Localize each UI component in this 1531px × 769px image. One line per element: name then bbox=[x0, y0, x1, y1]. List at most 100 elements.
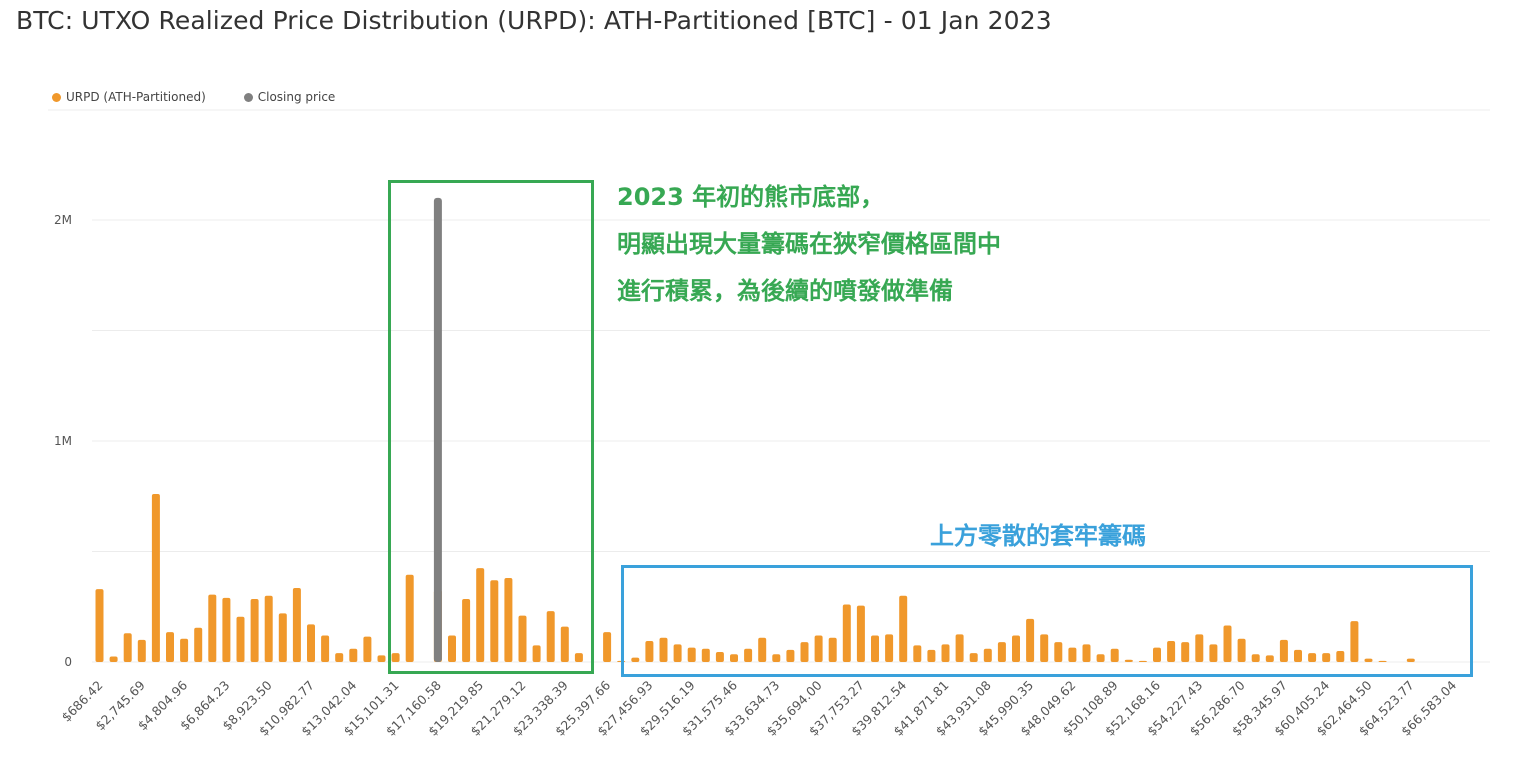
urpd-bar bbox=[448, 635, 456, 662]
y-tick-label: 1M bbox=[54, 434, 72, 448]
urpd-bar bbox=[715, 652, 724, 662]
urpd-bar bbox=[476, 568, 485, 662]
urpd-bar bbox=[687, 647, 696, 662]
legend-dot-urpd-icon bbox=[52, 92, 61, 102]
urpd-bar bbox=[349, 648, 358, 662]
urpd-bar bbox=[772, 654, 781, 662]
legend-label-urpd: URPD (ATH-Partitioned) bbox=[66, 90, 206, 104]
urpd-bar bbox=[913, 645, 922, 662]
urpd-bar bbox=[278, 613, 287, 662]
green-annotation: 2023 年初的熊市底部， 明顯出現大量籌碼在狹窄價格區間中 進行積累，為後續的… bbox=[617, 174, 1001, 315]
urpd-bar bbox=[504, 578, 513, 662]
urpd-bar bbox=[603, 632, 612, 662]
urpd-bar bbox=[1322, 653, 1331, 662]
green-annotation-line-2: 明顯出現大量籌碼在狹窄價格區間中 bbox=[617, 230, 1001, 258]
green-annotation-line-1: 2023 年初的熊市底部， bbox=[617, 183, 885, 211]
urpd-bar bbox=[292, 587, 301, 662]
urpd-bar bbox=[321, 635, 330, 662]
green-highlight-box bbox=[388, 180, 594, 674]
urpd-bar bbox=[1040, 634, 1049, 662]
green-annotation-line-3: 進行積累，為後續的噴發做準備 bbox=[617, 277, 953, 305]
urpd-bar bbox=[377, 655, 386, 662]
urpd-bar bbox=[1124, 659, 1133, 662]
urpd-bar bbox=[250, 599, 259, 662]
urpd-bar bbox=[1209, 644, 1218, 662]
urpd-bar bbox=[1294, 649, 1302, 662]
urpd-bar bbox=[546, 611, 555, 662]
urpd-bar bbox=[1181, 642, 1190, 662]
blue-annotation: 上方零散的套牢籌碼 bbox=[930, 522, 1146, 550]
urpd-bar bbox=[645, 641, 654, 662]
urpd-bar bbox=[1237, 638, 1246, 662]
urpd-bar bbox=[871, 635, 879, 662]
urpd-bar bbox=[335, 653, 344, 662]
urpd-bar bbox=[518, 615, 527, 662]
urpd-bar bbox=[997, 642, 1006, 662]
urpd-bar bbox=[264, 595, 273, 662]
urpd-bar bbox=[1096, 654, 1105, 662]
urpd-bar bbox=[814, 635, 823, 662]
urpd-bar bbox=[123, 633, 132, 662]
urpd-bar bbox=[1167, 641, 1176, 662]
urpd-bar bbox=[109, 656, 118, 662]
y-tick-label: 0 bbox=[64, 655, 72, 669]
urpd-bar bbox=[194, 627, 203, 662]
urpd-bar bbox=[1406, 658, 1415, 662]
urpd-bar bbox=[1110, 648, 1119, 662]
urpd-bar bbox=[391, 653, 400, 662]
urpd-bar bbox=[1054, 642, 1063, 662]
urpd-bar bbox=[405, 574, 414, 662]
urpd-bar bbox=[1082, 644, 1091, 662]
urpd-bar bbox=[236, 616, 245, 662]
urpd-bar bbox=[1265, 655, 1274, 662]
legend-dot-closing-icon bbox=[243, 92, 253, 102]
urpd-bar bbox=[842, 604, 851, 662]
closing-price-bar bbox=[433, 197, 442, 662]
urpd-bar bbox=[574, 653, 583, 662]
urpd-bar bbox=[701, 648, 710, 662]
urpd-bar bbox=[631, 657, 640, 662]
chart-legend: URPD (ATH-Partitioned) Closing price bbox=[52, 90, 373, 104]
urpd-bar bbox=[1308, 653, 1317, 662]
urpd-bar bbox=[462, 599, 471, 662]
urpd-bar bbox=[307, 624, 315, 662]
y-tick-label: 2M bbox=[54, 213, 72, 227]
urpd-bar bbox=[758, 637, 767, 662]
urpd-bar bbox=[363, 636, 372, 662]
urpd-bar bbox=[95, 589, 104, 662]
urpd-bar bbox=[899, 595, 908, 662]
urpd-bar bbox=[1223, 625, 1232, 662]
legend-item-closing-price[interactable]: Closing price bbox=[243, 90, 335, 104]
urpd-bar bbox=[969, 653, 978, 662]
urpd-bar bbox=[166, 632, 174, 662]
urpd-bar bbox=[885, 634, 894, 662]
urpd-bar bbox=[222, 597, 231, 662]
urpd-bar bbox=[941, 644, 950, 662]
urpd-bar bbox=[983, 648, 992, 662]
blue-highlight-box bbox=[621, 565, 1473, 677]
urpd-bar bbox=[1279, 639, 1288, 662]
urpd-bar bbox=[1251, 654, 1260, 662]
urpd-bar bbox=[744, 648, 753, 662]
urpd-bar bbox=[786, 649, 795, 662]
urpd-bar bbox=[1026, 618, 1035, 662]
urpd-bar bbox=[1350, 621, 1359, 662]
urpd-bar bbox=[532, 645, 541, 662]
urpd-bar bbox=[673, 644, 682, 662]
urpd-bar bbox=[955, 634, 964, 662]
chart-title: BTC: UTXO Realized Price Distribution (U… bbox=[16, 6, 1052, 35]
legend-item-urpd[interactable]: URPD (ATH-Partitioned) bbox=[52, 90, 206, 104]
urpd-bar bbox=[927, 649, 936, 662]
urpd-bar bbox=[560, 626, 569, 662]
urpd-bar bbox=[1364, 658, 1373, 662]
urpd-bar bbox=[800, 642, 809, 662]
urpd-bar bbox=[1012, 635, 1020, 662]
urpd-bar bbox=[1138, 660, 1147, 662]
urpd-bar bbox=[151, 494, 160, 662]
urpd-bar bbox=[1336, 650, 1345, 662]
urpd-bar bbox=[659, 637, 668, 662]
urpd-bar bbox=[208, 594, 217, 662]
urpd-bar bbox=[1378, 660, 1387, 662]
urpd-bar bbox=[1068, 647, 1077, 662]
